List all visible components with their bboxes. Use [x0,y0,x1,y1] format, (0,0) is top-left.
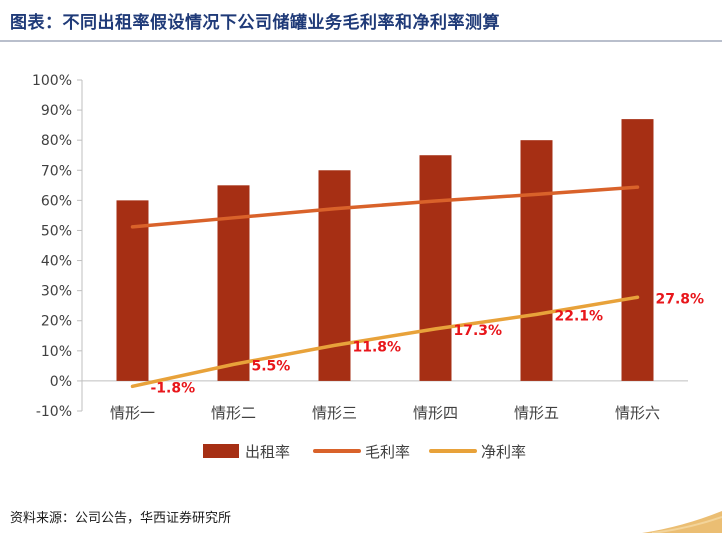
line-point [535,192,538,196]
line-point [636,185,639,189]
data-label: -1.8% [151,380,196,396]
y-tick-label: 80% [41,133,72,149]
y-tick-label: 0% [50,374,72,390]
series-line [130,185,640,229]
y-tick-label: 100% [32,73,72,89]
data-label: 17.3% [454,323,503,339]
legend-label: 净利率 [481,443,526,461]
data-label: 27.8% [656,291,705,307]
corner-swoosh-decoration [642,511,722,533]
bar [116,200,149,381]
x-tick-label: 情形三 [312,404,357,422]
bar [318,170,351,381]
line-point [535,312,538,316]
line-point [434,327,437,331]
y-tick-label: 70% [41,163,72,179]
line-point [131,384,134,388]
y-tick-label: 60% [41,193,72,209]
bar [217,185,250,381]
chart-title: 图表：不同出租率假设情况下公司储罐业务毛利率和净利率测算 [10,13,500,33]
line-point [434,199,437,203]
title-divider [0,40,722,42]
legend-label: 出租率 [245,443,290,461]
data-label: 11.8% [353,339,402,355]
y-tick-label: 30% [41,284,72,300]
data-label: 5.5% [252,358,291,374]
line-point [232,362,235,366]
y-tick-label: 50% [41,223,72,239]
y-tick-label: 90% [41,103,72,119]
y-tick-label: 10% [41,344,72,360]
bar [419,155,452,381]
x-tick-label: 情形六 [615,404,660,422]
x-tick-label: 情形五 [514,404,559,422]
line-point [232,216,235,220]
line-point [333,207,336,211]
y-tick-label: 20% [41,314,72,330]
x-tick-label: 情形二 [211,404,256,422]
source-note: 资料来源：公司公告，华西证券研究所 [10,511,232,526]
legend-swatch-bar [203,444,239,458]
y-tick-label: -10% [36,404,72,420]
line-point [636,295,639,299]
series-line [130,295,640,389]
x-tick-label: 情形一 [110,404,155,422]
data-label: 22.1% [555,308,604,324]
x-tick-label: 情形四 [413,404,458,422]
bar [621,119,654,381]
legend-label: 毛利率 [365,443,410,461]
line-point [333,343,336,347]
line-point [131,225,134,229]
y-tick-label: 40% [41,254,72,270]
bar [520,140,553,381]
